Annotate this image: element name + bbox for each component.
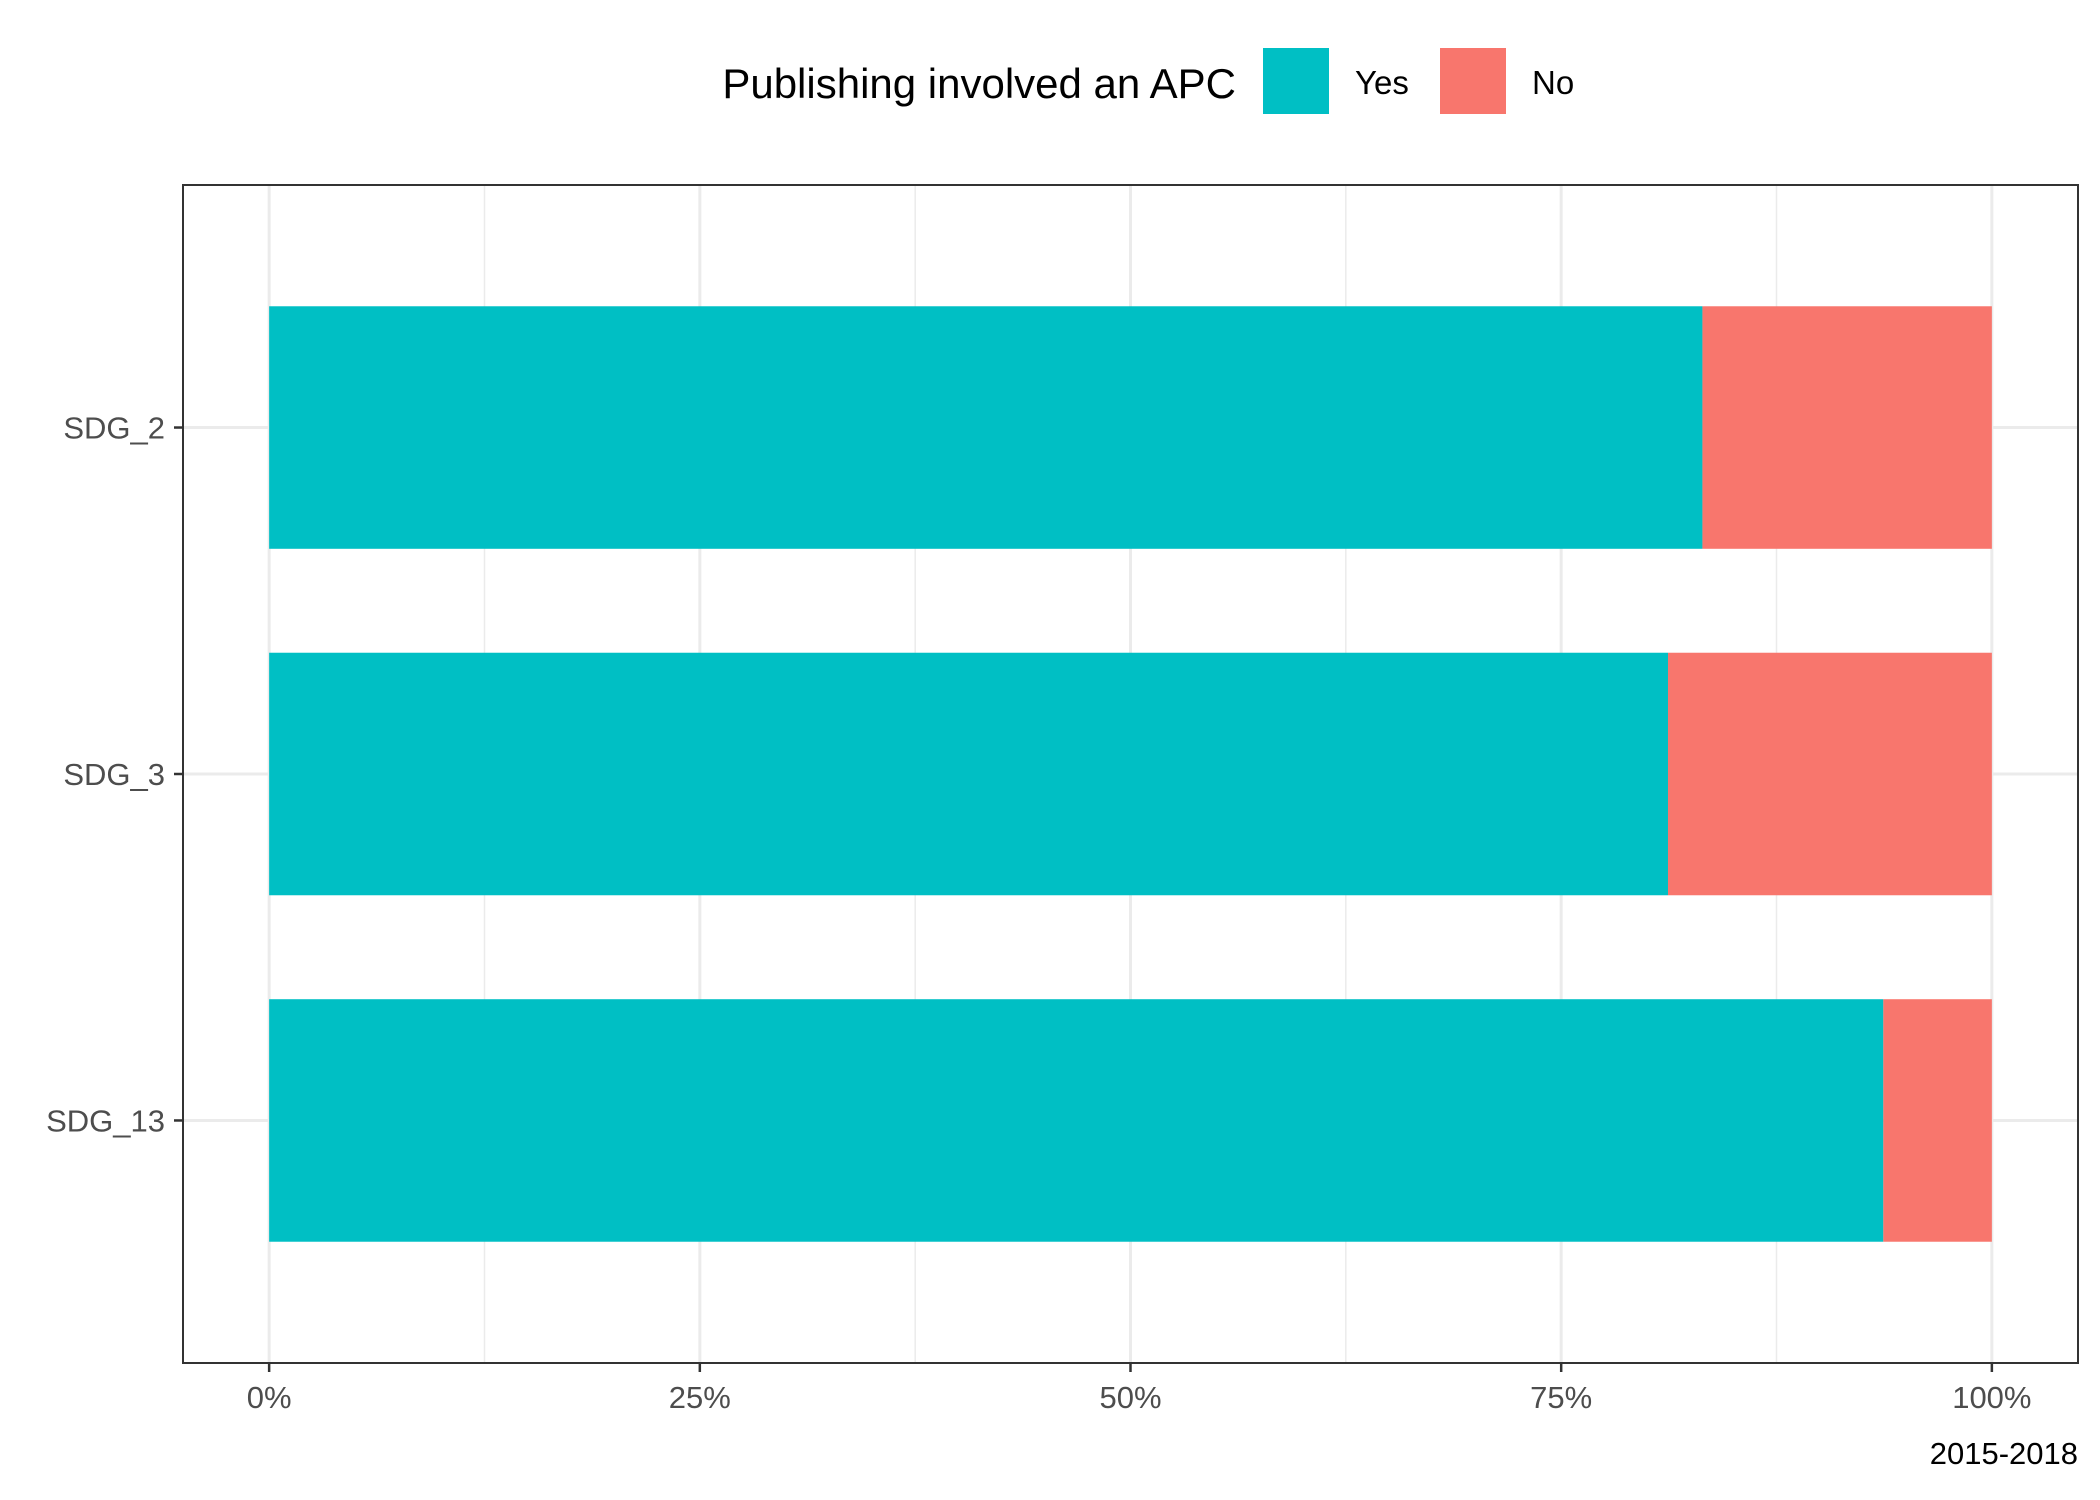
bar-no-sdg-2	[1702, 306, 1992, 549]
y-tick-label: SDG_2	[63, 411, 165, 446]
legend-key-no	[1440, 48, 1506, 114]
y-tick-label: SDG_13	[46, 1103, 165, 1138]
bar-no-sdg-13	[1883, 999, 1992, 1242]
bar-no-sdg-3	[1667, 652, 1992, 896]
bar-yes-sdg-13	[269, 999, 1884, 1242]
bar-yes-sdg-2	[269, 306, 1703, 549]
chart-caption: 2015-2018	[1930, 1436, 2078, 1471]
x-tick-label: 75%	[1530, 1380, 1592, 1415]
legend-title: Publishing involved an APC	[722, 60, 1236, 107]
x-tick-label: 25%	[669, 1380, 731, 1415]
x-axis: 0% 25% 50% 75% 100%	[247, 1363, 2032, 1415]
x-tick-label: 100%	[1952, 1380, 2031, 1415]
x-tick-label: 50%	[1099, 1380, 1161, 1415]
legend-label-yes: Yes	[1355, 64, 1409, 101]
bar-yes-sdg-3	[269, 652, 1668, 896]
y-tick-label: SDG_3	[63, 757, 165, 792]
bars	[269, 306, 1992, 1242]
legend: Publishing involved an APC Yes No	[722, 48, 1574, 114]
x-tick-label: 0%	[247, 1380, 292, 1415]
legend-label-no: No	[1532, 64, 1574, 101]
legend-key-yes	[1263, 48, 1329, 114]
plot-panel: SDG_2 SDG_3 SDG_13 0% 25% 50% 75% 100%	[46, 184, 2079, 1415]
y-axis: SDG_2 SDG_3 SDG_13	[46, 411, 183, 1138]
